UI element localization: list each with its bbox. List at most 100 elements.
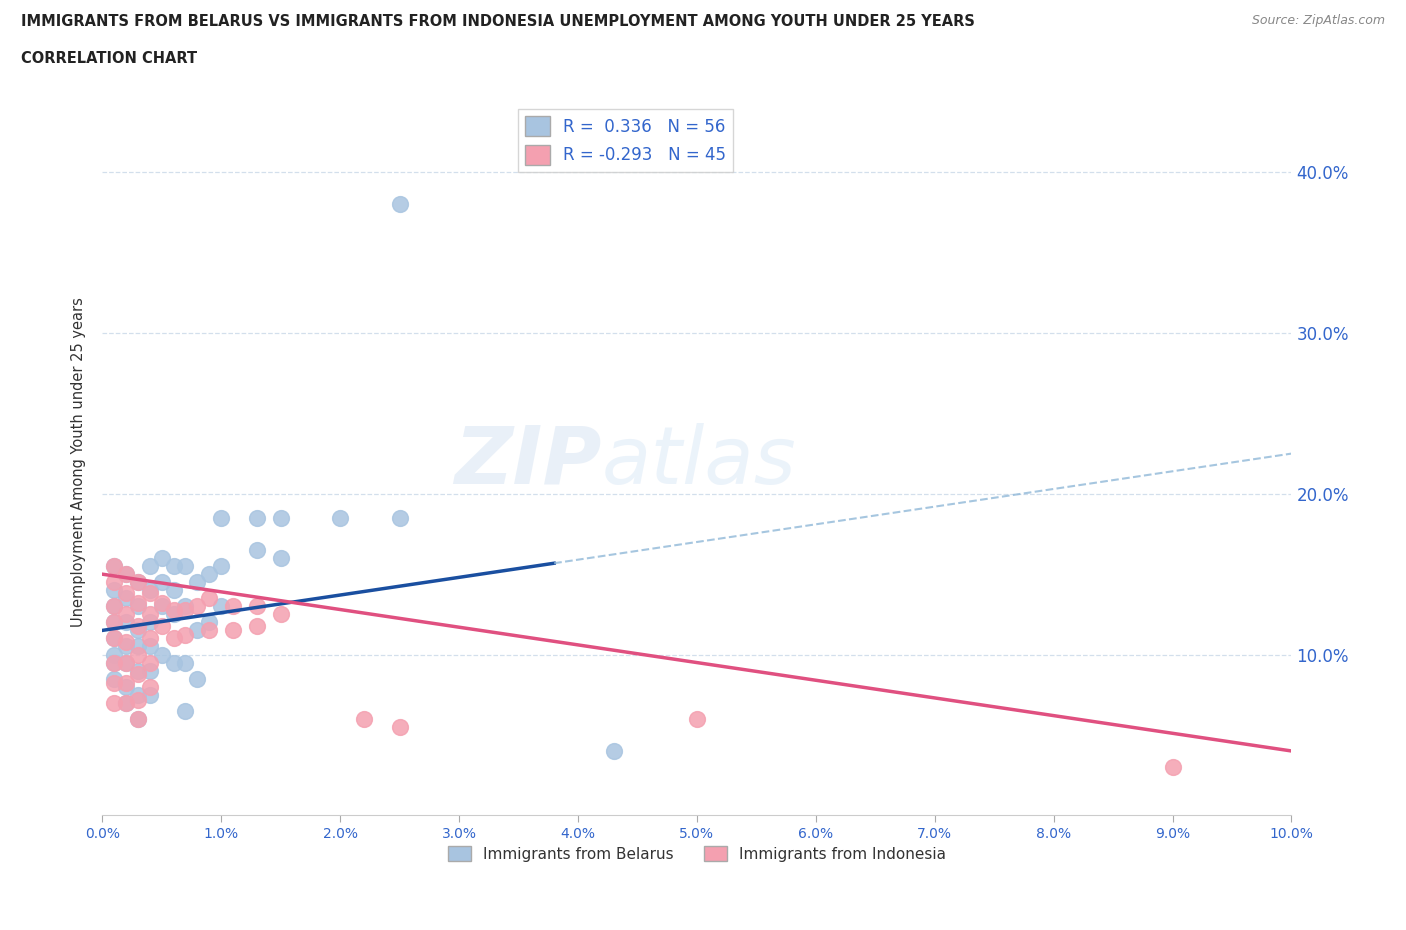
Point [329,511,352,525]
Point [174,599,197,614]
Point [1161,760,1184,775]
Text: CORRELATION CHART: CORRELATION CHART [21,51,197,66]
Point [162,559,184,574]
Point [388,197,411,212]
Point [388,511,411,525]
Point [246,511,269,525]
Point [162,631,184,646]
Point [127,687,149,702]
Point [139,615,162,630]
Point [115,615,138,630]
Point [246,599,269,614]
Point [103,655,125,670]
Point [686,711,709,726]
Point [103,599,125,614]
Point [115,696,138,711]
Point [209,599,232,614]
Point [115,655,138,670]
Point [103,583,125,598]
Point [198,615,221,630]
Point [115,696,138,711]
Point [246,542,269,557]
Point [139,607,162,622]
Text: Source: ZipAtlas.com: Source: ZipAtlas.com [1251,14,1385,27]
Point [222,623,245,638]
Point [103,631,125,646]
Point [246,618,269,633]
Point [162,602,184,617]
Point [162,607,184,622]
Point [139,631,162,646]
Legend: Immigrants from Belarus, Immigrants from Indonesia: Immigrants from Belarus, Immigrants from… [441,840,952,868]
Point [139,687,162,702]
Point [139,679,162,694]
Point [127,711,149,726]
Point [103,671,125,686]
Point [127,692,149,707]
Point [103,615,125,630]
Point [127,575,149,590]
Point [139,663,162,678]
Point [115,566,138,581]
Text: IMMIGRANTS FROM BELARUS VS IMMIGRANTS FROM INDONESIA UNEMPLOYMENT AMONG YOUTH UN: IMMIGRANTS FROM BELARUS VS IMMIGRANTS FR… [21,14,974,29]
Point [103,559,125,574]
Point [103,676,125,691]
Point [150,618,173,633]
Point [198,623,221,638]
Point [115,679,138,694]
Point [162,655,184,670]
Point [150,575,173,590]
Point [198,566,221,581]
Point [139,655,162,670]
Point [127,639,149,654]
Point [174,602,197,617]
Point [127,618,149,633]
Y-axis label: Unemployment Among Youth under 25 years: Unemployment Among Youth under 25 years [72,297,86,627]
Point [139,586,162,601]
Point [127,647,149,662]
Point [115,639,138,654]
Point [602,743,624,758]
Point [139,583,162,598]
Point [150,599,173,614]
Point [115,591,138,605]
Point [353,711,375,726]
Point [103,559,125,574]
Point [115,655,138,670]
Point [174,559,197,574]
Point [103,696,125,711]
Point [150,551,173,565]
Point [115,634,138,649]
Point [127,575,149,590]
Point [186,575,208,590]
Point [270,607,292,622]
Point [150,595,173,610]
Point [103,575,125,590]
Point [222,599,245,614]
Point [103,615,125,630]
Point [150,647,173,662]
Point [198,591,221,605]
Point [127,711,149,726]
Point [127,599,149,614]
Point [209,511,232,525]
Point [174,655,197,670]
Point [186,599,208,614]
Point [103,631,125,646]
Point [127,667,149,682]
Point [103,655,125,670]
Point [139,559,162,574]
Point [186,671,208,686]
Point [115,676,138,691]
Point [162,583,184,598]
Point [270,551,292,565]
Text: atlas: atlas [602,422,796,500]
Point [115,607,138,622]
Point [139,639,162,654]
Point [115,586,138,601]
Point [174,628,197,643]
Point [127,595,149,610]
Point [270,511,292,525]
Point [186,623,208,638]
Point [103,647,125,662]
